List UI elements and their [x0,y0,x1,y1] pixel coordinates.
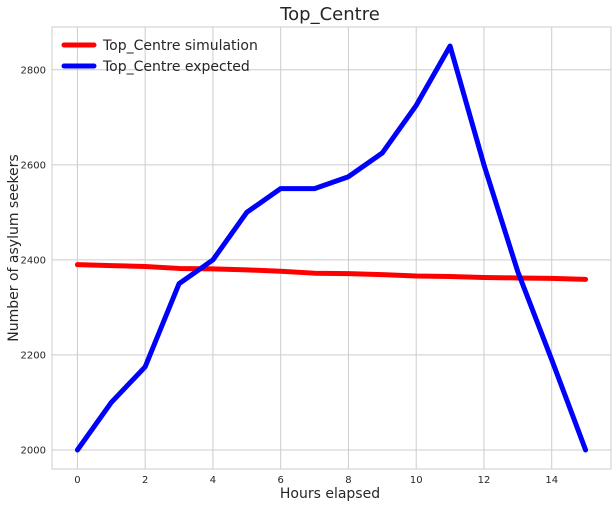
x-tick-label: 2 [142,475,148,486]
legend: Top_Centre simulation Top_Centre expected [61,38,258,75]
series-line-expected [74,43,589,453]
x-tick-label: 10 [410,475,423,486]
x-tick-label: 4 [210,475,216,486]
x-tick-label: 6 [277,475,283,486]
y-tick-label: 2000 [21,445,46,456]
x-tick-label: 0 [74,475,80,486]
x-tick-label: 8 [345,475,351,486]
x-tick-label: 14 [545,475,558,486]
y-tick-label: 2200 [21,350,46,361]
legend-label: Top_Centre simulation [102,38,258,54]
y-tick-label: 2400 [21,255,46,266]
x-tick-label: 12 [478,475,491,486]
x-axis-label: Hours elapsed [280,486,380,502]
tick-layer: 0 2 4 6 8 10 12 14 2000 2200 2400 2600 2800 [21,65,559,486]
chart-title: Top_Centre [279,4,380,25]
y-tick-label: 2600 [21,160,46,171]
grid-layer [52,27,611,469]
y-tick-label: 2800 [21,65,46,76]
series-line-simulation [74,262,589,282]
series-layer [74,43,589,453]
y-axis-label: Number of asylum seekers [6,154,22,341]
legend-label: Top_Centre expected [102,59,250,75]
plot-frame [51,26,612,470]
